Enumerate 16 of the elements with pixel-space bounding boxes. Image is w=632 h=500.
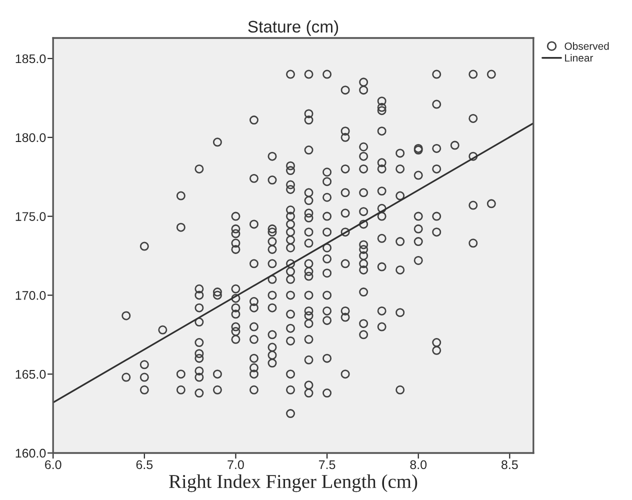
x-tick-label: 8.0	[410, 460, 427, 470]
x-tick-label: 8.5	[502, 460, 518, 470]
x-tick-label: 7.0	[228, 460, 244, 470]
x-tick-label: 7.5	[318, 460, 336, 470]
chart-title: Stature (cm)	[248, 20, 338, 36]
y-tick-label: 180.0	[16, 133, 46, 142]
y-tick-label: 170.0	[16, 291, 46, 300]
y-tick-label: 160.0	[16, 448, 46, 458]
x-tick-label: 6.5	[136, 460, 153, 470]
y-tick-label: 185.0	[16, 54, 46, 64]
y-tick-label: 165.0	[16, 370, 46, 379]
y-tick-label: 175.0	[16, 212, 46, 221]
x-tick-label: 6.0	[45, 460, 62, 470]
legend-label: Linear	[565, 54, 594, 62]
legend-label: Observed	[564, 42, 609, 50]
x-axis-title: Right Index Finger Length (cm)	[169, 474, 418, 492]
